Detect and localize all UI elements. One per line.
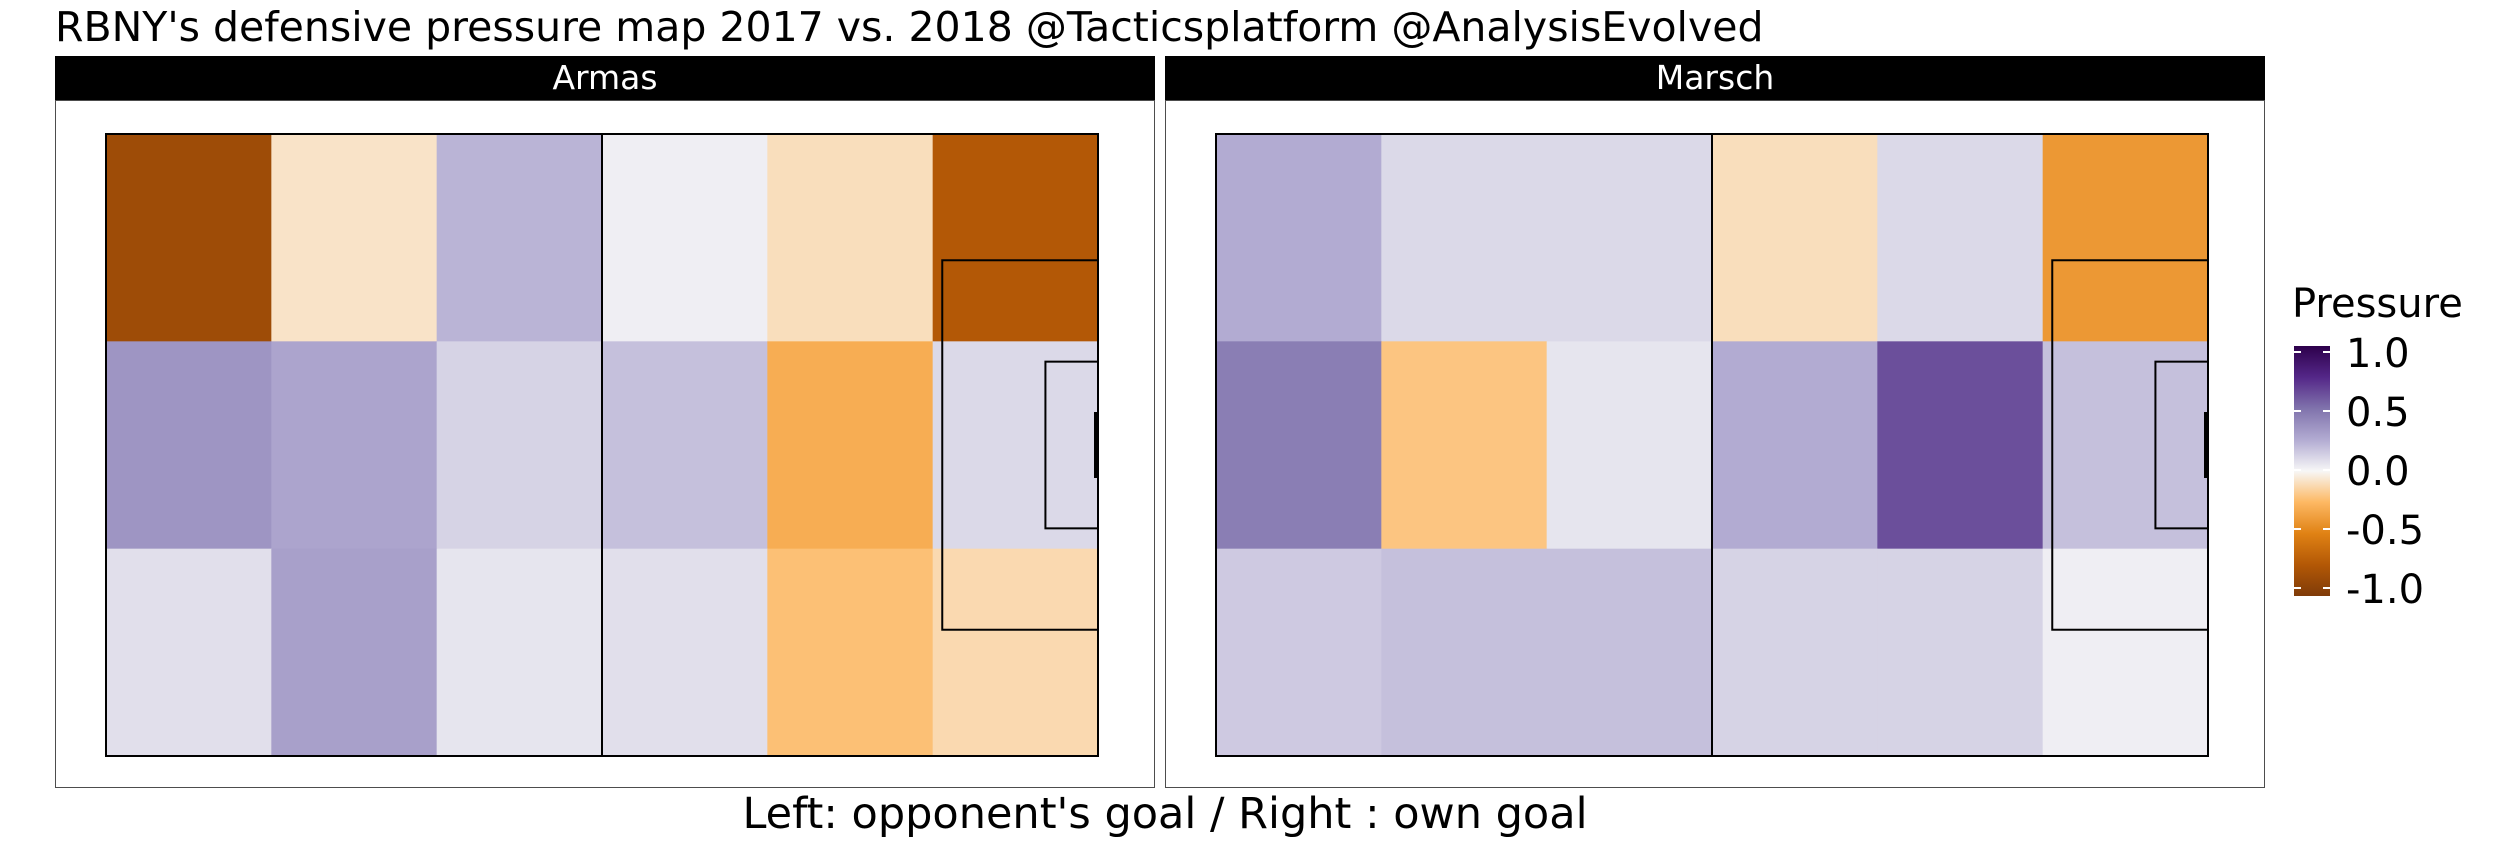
heatmap-cell <box>106 341 272 550</box>
legend-tick-label: 1.0 <box>2346 331 2410 377</box>
heatmap-cell <box>436 548 603 757</box>
heatmap-cell <box>1381 134 1548 342</box>
legend-tick-label: 0.5 <box>2346 390 2410 436</box>
heatmap-cell <box>1546 548 1713 757</box>
heatmap-cell <box>1546 341 1713 550</box>
heatmap-cell <box>1877 548 2044 757</box>
facet-panel-marsch: Marsch <box>1165 56 2265 788</box>
heatmap-cell <box>932 341 1099 550</box>
heatmap-cell <box>1712 341 1878 550</box>
heatmap-cell <box>602 548 768 757</box>
chart-title: RBNY's defensive pressure map 2017 vs. 2… <box>55 3 1764 51</box>
heatmap-cell <box>1216 548 1382 757</box>
pitch-heatmap-armas <box>105 133 1100 757</box>
heatmap-cell <box>271 548 438 757</box>
color-legend: Pressure 1.0 0.5 0.0 -0.5 -1.0 <box>2290 280 2500 610</box>
heatmap-cell <box>1546 134 1713 342</box>
legend-tick-label: 0.0 <box>2346 449 2410 495</box>
heatmap-cell <box>106 548 272 757</box>
heatmap-cell <box>932 548 1099 757</box>
heatmap-cell <box>1381 341 1548 550</box>
heatmap-cell <box>2042 134 2209 342</box>
heatmap-cell <box>767 341 934 550</box>
chart-caption: Left: opponent's goal / Right : own goal <box>742 789 1588 839</box>
heatmap-cell <box>1877 134 2044 342</box>
heatmap-cell <box>106 134 272 342</box>
heatmap-cell <box>1877 341 2044 550</box>
facet-strip-marsch: Marsch <box>1165 56 2265 100</box>
heatmap-cell <box>2042 548 2209 757</box>
heatmap-cell <box>436 341 603 550</box>
legend-tick-label: -1.0 <box>2346 567 2425 613</box>
legend-tick-label: -0.5 <box>2346 508 2425 554</box>
heatmap-cell <box>1216 134 1382 342</box>
facet-strip-armas: Armas <box>55 56 1155 100</box>
heatmap-cell <box>767 548 934 757</box>
heatmap-cell <box>602 341 768 550</box>
facet-panel-armas: Armas <box>55 56 1155 788</box>
heatmap-cell <box>2042 341 2209 550</box>
heatmap-cell <box>932 134 1099 342</box>
heatmap-cell <box>271 134 438 342</box>
heatmap-cell <box>767 134 934 342</box>
legend-title: Pressure <box>2292 281 2463 327</box>
heatmap-cell <box>1216 341 1382 550</box>
legend-colorbar <box>2294 346 2330 596</box>
heatmap-cell <box>271 341 438 550</box>
heatmap-cell <box>1381 548 1548 757</box>
heatmap-cell <box>436 134 603 342</box>
heatmap-cell <box>602 134 768 342</box>
heatmap-cell <box>1712 134 1878 342</box>
pitch-heatmap-marsch <box>1215 133 2210 757</box>
heatmap-cell <box>1712 548 1878 757</box>
